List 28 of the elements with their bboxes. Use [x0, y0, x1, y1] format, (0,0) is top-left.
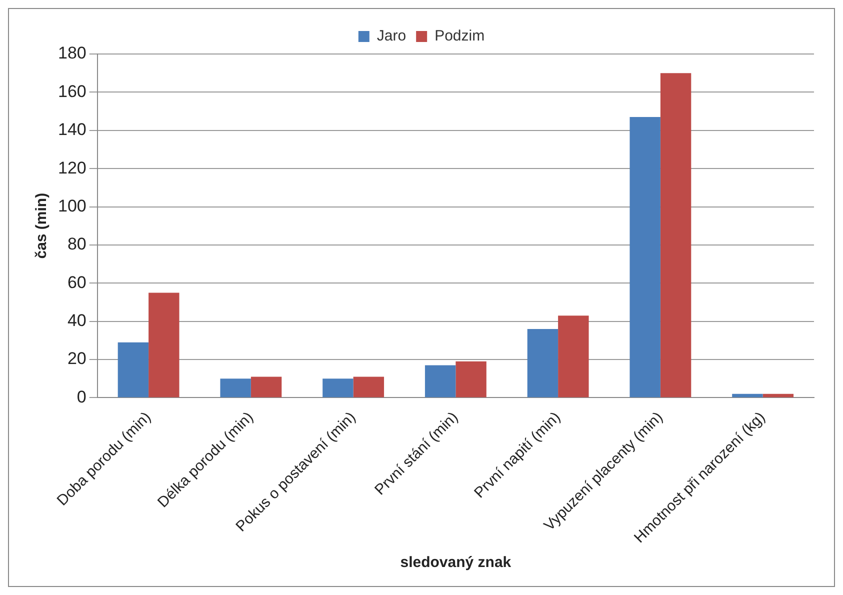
- bar: [353, 376, 384, 398]
- y-tick-label: 20: [67, 349, 86, 368]
- bar: [660, 73, 692, 398]
- y-tick-label: 0: [76, 387, 86, 406]
- bar: [527, 328, 558, 398]
- y-tick-label: 140: [58, 120, 86, 140]
- y-axis-title: čas (min): [33, 192, 50, 259]
- y-tick-label: 120: [58, 158, 86, 178]
- bar: [630, 117, 660, 398]
- bar: [220, 378, 251, 398]
- bar: [424, 365, 456, 398]
- y-tick-label: 80: [67, 234, 86, 254]
- bar: [250, 376, 282, 398]
- x-axis-title: sledovaný znak: [400, 554, 512, 572]
- y-tick-label: 180: [58, 44, 86, 63]
- bar: [558, 316, 589, 398]
- bar: [148, 292, 180, 398]
- y-tick-label: 60: [67, 272, 86, 292]
- y-tick-label: 40: [67, 311, 86, 330]
- legend-label: Podzim: [434, 28, 485, 45]
- bar: [732, 394, 763, 398]
- legend-label: Jaro: [376, 28, 406, 45]
- y-tick-label: 160: [58, 82, 86, 101]
- bar: [118, 342, 149, 398]
- bar: [456, 361, 486, 398]
- bar: [762, 394, 794, 398]
- y-tick-label: 100: [58, 196, 86, 216]
- bar: [322, 378, 354, 398]
